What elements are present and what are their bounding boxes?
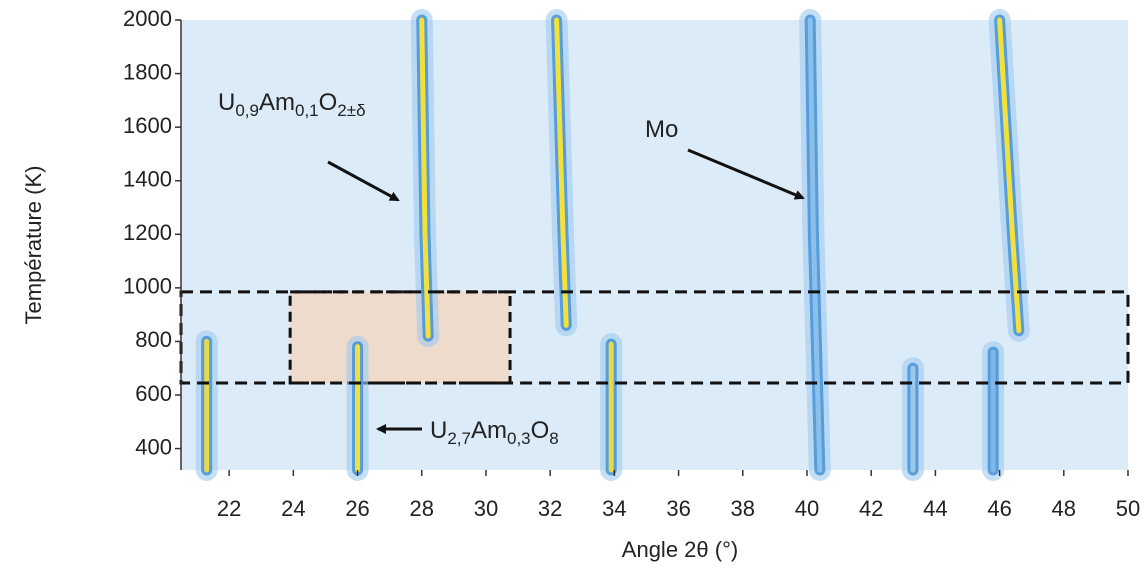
x-tick-label: 38 (731, 496, 755, 521)
plot-background (181, 20, 1128, 470)
y-tick-label: 600 (135, 381, 172, 406)
shaded-region (288, 290, 512, 385)
subscript: 0,1 (295, 101, 319, 120)
y-axis-title: Température (K) (21, 166, 46, 325)
annotation-text: O (531, 417, 550, 444)
y-tick-label: 1000 (123, 274, 172, 299)
annotation-text: Mo (645, 116, 678, 143)
x-tick-label: 42 (859, 496, 883, 521)
x-tick-label: 30 (474, 496, 498, 521)
x-tick-label: 40 (795, 496, 819, 521)
y-tick-label: 400 (135, 434, 172, 459)
x-axis-title: Angle 2θ (°) (622, 537, 738, 562)
annotation-text: U (218, 89, 235, 116)
x-tick-label: 24 (281, 496, 305, 521)
annotation-text: U (430, 417, 447, 444)
annotation-text: Am (259, 89, 295, 116)
trace (554, 17, 569, 328)
subscript: 0,9 (235, 101, 259, 120)
subscript: 2,7 (447, 429, 471, 448)
annotation-text: Am (471, 417, 507, 444)
x-tick-label: 46 (987, 496, 1011, 521)
trace (419, 17, 431, 339)
annotation: U0,9Am0,1O2±δ (218, 89, 366, 120)
subscript: 2±δ (337, 101, 365, 120)
dashed-region (179, 290, 1130, 385)
y-tick-label: 1400 (123, 167, 172, 192)
y-tick-label: 1200 (123, 220, 172, 245)
x-tick-label: 36 (666, 496, 690, 521)
x-tick-label: 22 (217, 496, 241, 521)
arrow (687, 148, 805, 200)
trace (997, 17, 1022, 334)
x-tick-label: 50 (1116, 496, 1140, 521)
subscript: 8 (549, 429, 558, 448)
y-tick-label: 800 (135, 327, 172, 352)
x-tick-label: 26 (345, 496, 369, 521)
y-tick-label: 2000 (123, 6, 172, 31)
x-tick-label: 28 (410, 496, 434, 521)
annotation: Mo (645, 116, 678, 143)
x-tick-label: 48 (1052, 496, 1076, 521)
x-tick-label: 34 (602, 496, 626, 521)
y-tick-label: 1600 (123, 113, 172, 138)
annotation: U2,7Am0,3O8 (430, 417, 559, 448)
arrow (327, 160, 400, 202)
subscript: 0,3 (507, 429, 531, 448)
trace (807, 17, 823, 473)
x-tick-label: 44 (923, 496, 947, 521)
annotation-text: O (319, 89, 338, 116)
x-tick-label: 32 (538, 496, 562, 521)
y-tick-label: 1800 (123, 59, 172, 84)
